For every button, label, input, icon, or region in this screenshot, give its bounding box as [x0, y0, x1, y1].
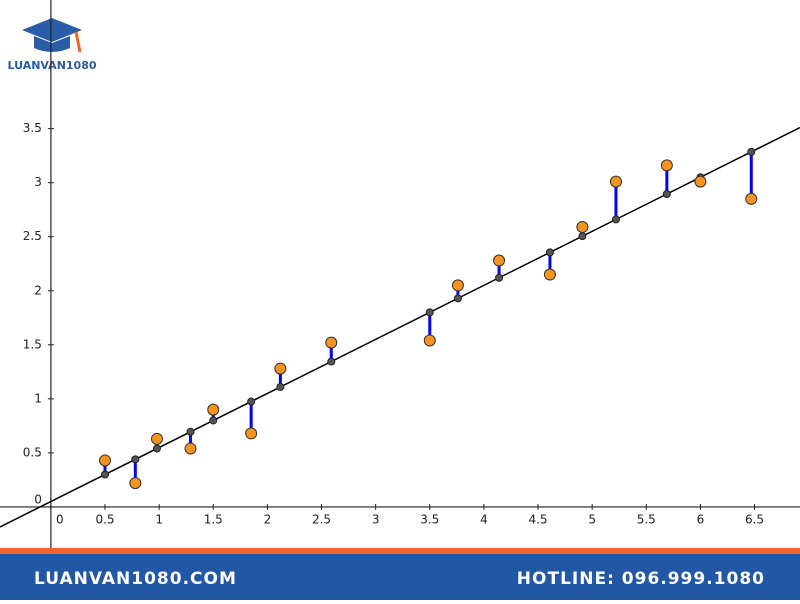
- footer-stripe: [0, 548, 800, 554]
- y-tick-label: 0: [34, 492, 42, 506]
- plot-area: 0 0.5 1 1.5 2 2.5 3 3.5 4 4.5 5 5.5 6 6.5 0 0.5 1 1.5 2 2.5…: [0, 0, 800, 548]
- fitted-point: [545, 248, 554, 257]
- fitted-point: [186, 427, 195, 436]
- fitted-point: [578, 232, 587, 241]
- data-point: [745, 192, 758, 205]
- x-tick-label: 6.5: [745, 512, 764, 526]
- fitted-point: [276, 382, 285, 391]
- y-tick-label: 2.5: [23, 229, 42, 243]
- data-point: [150, 432, 163, 445]
- regression-line: [0, 126, 800, 528]
- x-tick-label: 1: [155, 512, 163, 526]
- fitted-point: [101, 470, 110, 479]
- y-tick-label: 0.5: [23, 445, 42, 459]
- x-tick-label: 3: [372, 512, 380, 526]
- y-tick-label: 1.5: [23, 337, 42, 351]
- logo-tassel: [74, 31, 82, 53]
- x-tick-label: 2.5: [312, 512, 331, 526]
- x-tick-label: 4.5: [528, 512, 547, 526]
- x-tick-label: 2: [264, 512, 272, 526]
- data-point: [576, 220, 589, 233]
- data-point: [660, 159, 673, 172]
- x-tick-label: 1.5: [204, 512, 223, 526]
- data-point: [609, 175, 622, 188]
- fitted-point: [327, 357, 336, 366]
- fitted-point: [662, 190, 671, 199]
- y-tick-label: 3: [34, 175, 42, 189]
- footer-website: LUANVAN1080.COM: [34, 569, 237, 589]
- data-point: [184, 442, 197, 455]
- logo-cap: [22, 18, 82, 42]
- fitted-point: [611, 215, 620, 224]
- x-tick-label: 0: [56, 512, 64, 526]
- data-point: [451, 279, 464, 292]
- x-tick-label: 5.5: [637, 512, 656, 526]
- fitted-point: [425, 308, 434, 317]
- y-tick-label: 2: [34, 283, 42, 297]
- data-point: [325, 336, 338, 349]
- logo: LUANVAN1080: [7, 18, 97, 72]
- x-tick-label: 4: [480, 512, 488, 526]
- fitted-point: [495, 273, 504, 282]
- fitted-point: [131, 455, 140, 464]
- fitted-point: [747, 147, 756, 156]
- fitted-point: [453, 294, 462, 303]
- data-point: [99, 454, 112, 467]
- x-tick-label: 6: [697, 512, 705, 526]
- x-tick-label: 0.5: [95, 512, 114, 526]
- fitted-point: [247, 397, 256, 406]
- data-point: [694, 175, 707, 188]
- fitted-point: [152, 444, 161, 453]
- data-point: [207, 403, 220, 416]
- logo-text: LUANVAN1080: [7, 59, 96, 72]
- footer-hotline: HOTLINE: 096.999.1080: [517, 569, 765, 589]
- y-tick-label: 3.5: [23, 121, 42, 135]
- data-point: [274, 362, 287, 375]
- fitted-point: [209, 416, 218, 425]
- data-point: [245, 427, 258, 440]
- data-point: [543, 268, 556, 281]
- data-point: [129, 477, 142, 490]
- data-point: [423, 334, 436, 347]
- x-tick-label: 3.5: [420, 512, 439, 526]
- logo-cap-base: [34, 36, 70, 52]
- data-point: [493, 254, 506, 267]
- x-tick-label: 5: [588, 512, 596, 526]
- y-tick-label: 1: [34, 391, 42, 405]
- footer-band: [0, 554, 800, 600]
